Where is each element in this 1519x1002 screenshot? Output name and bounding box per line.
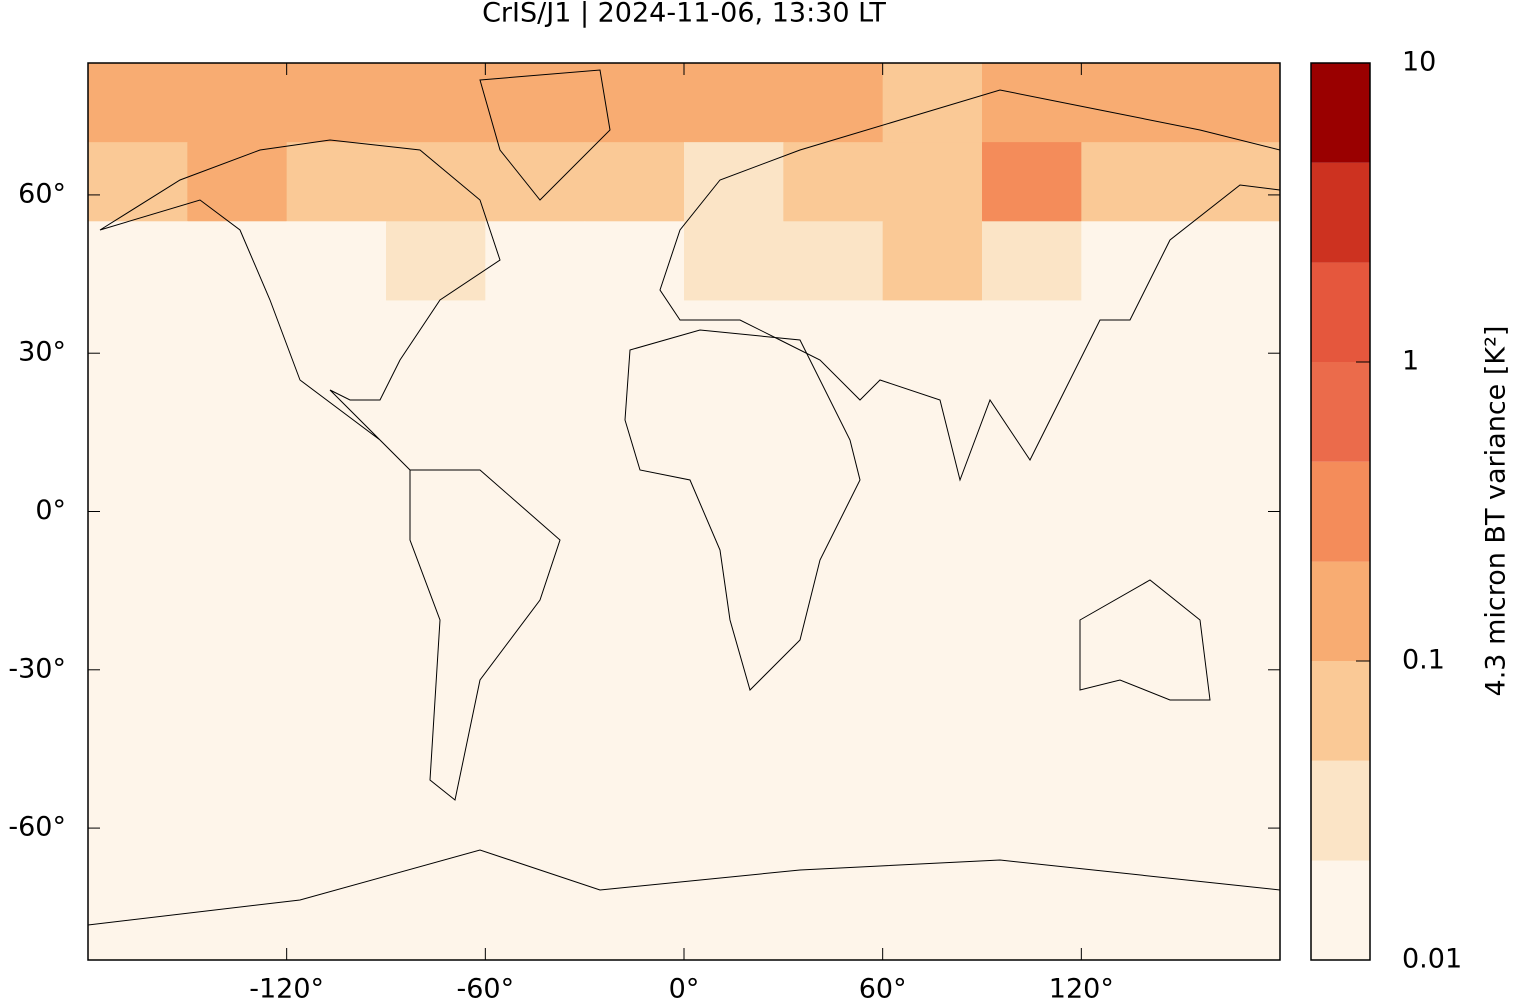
coastline <box>479 69 611 201</box>
field-cell <box>1081 221 1182 301</box>
coastline <box>409 469 561 801</box>
field-cell <box>88 221 188 301</box>
field-cell <box>1081 142 1182 222</box>
field-cell <box>584 221 685 301</box>
colorbar-band <box>1311 461 1370 562</box>
colorbar-band <box>1311 362 1370 462</box>
field-cell <box>286 63 387 143</box>
field-cell <box>584 142 685 222</box>
colorbar-frame <box>1310 62 1371 961</box>
field-cell <box>1180 300 1281 961</box>
field-cell <box>485 300 586 961</box>
colorbar-tick-label: 0.1 <box>1402 645 1445 676</box>
field <box>88 63 1281 961</box>
field-cell <box>286 221 387 301</box>
y-tick-label: -30° <box>8 653 66 684</box>
field-cell <box>1081 300 1182 961</box>
field-cell <box>684 142 784 222</box>
x-tick-label: 60° <box>859 974 907 1002</box>
field-cell <box>982 221 1082 301</box>
field-cell <box>286 142 387 222</box>
field-cell <box>286 300 387 961</box>
colorbar-band <box>1311 860 1370 960</box>
field-cell <box>187 221 288 301</box>
field-cell <box>88 300 188 961</box>
field-cell <box>882 221 983 301</box>
field-cell <box>386 221 486 301</box>
coastline <box>99 139 501 471</box>
field-cell <box>584 300 685 961</box>
colorbar-band <box>1311 262 1370 362</box>
chart-title: CrIS/J1 | 2024-11-06, 13:30 LT <box>482 0 886 29</box>
coastline <box>659 89 1281 482</box>
x-tick-label: 120° <box>1049 974 1114 1002</box>
coastline <box>624 329 861 691</box>
x-tick-label: -120° <box>249 974 324 1002</box>
field-cell <box>1180 63 1281 143</box>
x-tick-label: -60° <box>457 974 515 1002</box>
field-cell <box>1081 63 1182 143</box>
y-tick-label: 0° <box>35 495 66 526</box>
field-cell <box>485 142 586 222</box>
field-cell <box>783 142 884 222</box>
field-cell <box>684 221 784 301</box>
field-cell <box>88 142 188 222</box>
field-cell <box>386 63 486 143</box>
field-cell <box>684 63 784 143</box>
y-tick-label: 30° <box>18 337 66 368</box>
field-cell <box>982 300 1082 961</box>
field-cell <box>783 221 884 301</box>
axes: -120° -60° 0° 60° 120° 60° 30° 0° -30° -60° 0.01 0.… <box>8 47 1462 1002</box>
field-cell <box>584 63 685 143</box>
colorbar-band <box>1311 63 1370 163</box>
x-tick-label: 0° <box>669 974 700 1002</box>
field-cell <box>485 221 586 301</box>
coastline <box>1079 579 1211 701</box>
y-tick-label: 60° <box>18 178 66 209</box>
colorbar-band <box>1311 162 1370 263</box>
field-cell <box>485 63 586 143</box>
field-cell <box>882 300 983 961</box>
field-cell <box>187 63 288 143</box>
field-cell <box>1180 221 1281 301</box>
field-cell <box>1180 142 1281 222</box>
field-cell <box>982 63 1082 143</box>
coastline <box>87 849 1281 926</box>
y-tick-label: -60° <box>8 812 66 843</box>
field-cell <box>783 300 884 961</box>
field-cell <box>386 300 486 961</box>
field-cell <box>187 142 288 222</box>
field-cell <box>187 300 288 961</box>
colorbar-tick-label: 10 <box>1402 47 1436 78</box>
field-cell <box>386 142 486 222</box>
colorbar-band <box>1311 561 1370 661</box>
field-cell <box>783 63 884 143</box>
field-cell <box>684 300 784 961</box>
colorbar-label: 4.3 micron BT variance [K²] <box>1481 326 1512 697</box>
field-cell <box>882 142 983 222</box>
colorbar-tick-label: 0.01 <box>1402 944 1462 975</box>
field-cell <box>88 63 188 143</box>
colorbar-tick-label: 1 <box>1402 346 1419 377</box>
colorbar-band <box>1311 760 1370 861</box>
field-cell <box>882 63 983 143</box>
colorbar-band <box>1311 661 1370 761</box>
coastlines <box>87 69 1281 926</box>
field-cell <box>982 142 1082 222</box>
